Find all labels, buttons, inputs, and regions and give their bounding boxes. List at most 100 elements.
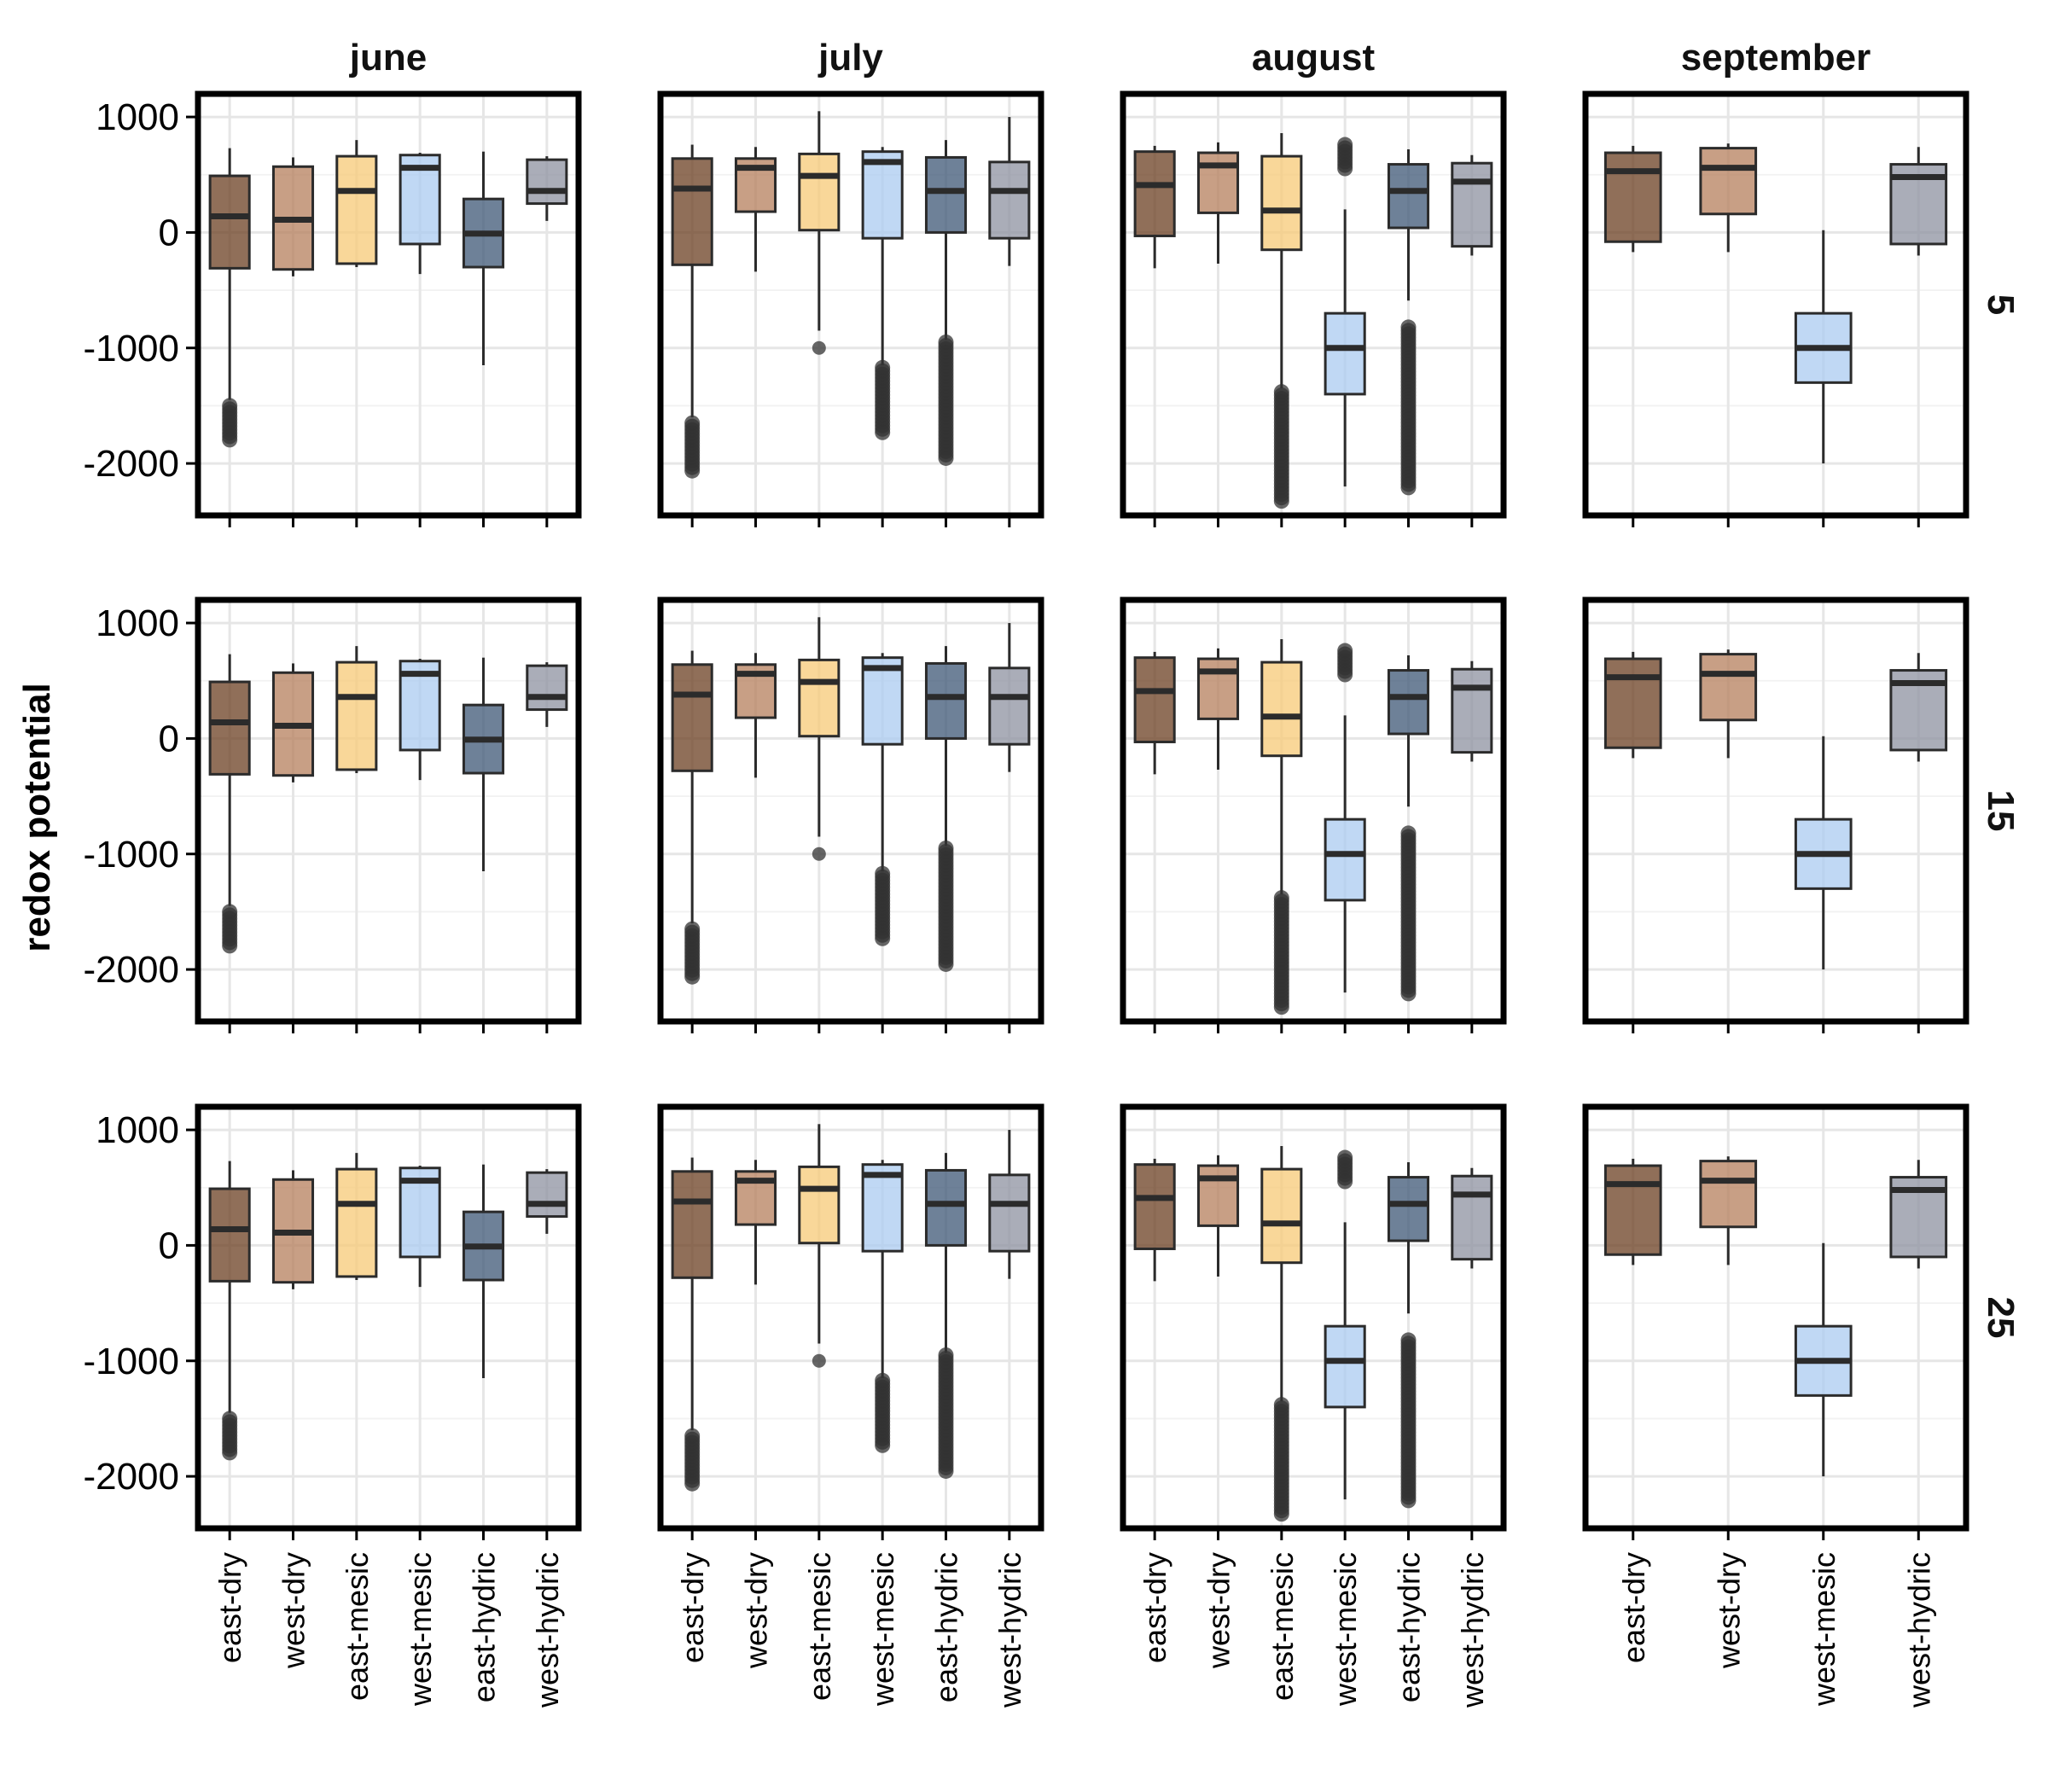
x-tick-label: east-mesic xyxy=(802,1552,837,1701)
box-east-dry xyxy=(1133,656,1176,743)
box-east-mesic xyxy=(798,658,841,738)
box-west-dry xyxy=(1699,653,1758,722)
box-east-dry xyxy=(208,680,251,776)
y-tick-label: -1000 xyxy=(83,328,179,369)
box-east-dry xyxy=(671,1170,713,1279)
x-tick-label: east-dry xyxy=(1137,1552,1172,1663)
box-east-mesic xyxy=(1260,154,1303,252)
x-tick-label: west-mesic xyxy=(1807,1552,1841,1707)
x-tick-label: east-hydric xyxy=(467,1552,502,1702)
box-east-mesic xyxy=(798,1165,841,1245)
outlier-point xyxy=(875,930,891,946)
outlier-point xyxy=(875,424,891,440)
outlier-point xyxy=(938,956,954,972)
x-tick-label: west-mesic xyxy=(1328,1552,1363,1707)
outlier-point xyxy=(222,1445,238,1461)
y-tick-label: 1000 xyxy=(96,96,179,138)
box-east-hydric xyxy=(1387,669,1430,736)
box-east-mesic xyxy=(335,154,378,265)
marks-layer xyxy=(208,111,1948,1522)
box-east-dry xyxy=(1133,1163,1176,1250)
box-west-dry xyxy=(1699,147,1758,216)
facet-column-title: august xyxy=(1252,37,1376,79)
panel-frame xyxy=(1582,596,1969,1025)
outlier-point xyxy=(222,432,238,448)
box-east-hydric xyxy=(924,155,968,234)
outlier-point xyxy=(1273,493,1289,509)
x-tick-label: east-hydric xyxy=(1392,1552,1427,1702)
box-east-dry xyxy=(1133,150,1176,237)
box-east-dry xyxy=(208,174,251,270)
frame-layer xyxy=(186,90,1969,1540)
y-tick-label: 0 xyxy=(159,212,179,253)
panel-frame xyxy=(195,90,582,519)
box-west-mesic xyxy=(1324,1324,1366,1409)
x-tick-label: east-dry xyxy=(1616,1552,1651,1663)
y-tick-label: -2000 xyxy=(83,949,179,991)
outlier-point xyxy=(812,340,826,355)
box-west-dry xyxy=(1196,151,1240,214)
outlier-point xyxy=(938,450,954,466)
facet-column-title: september xyxy=(1681,37,1871,79)
outlier-point xyxy=(812,847,826,861)
x-tick-label: west-mesic xyxy=(865,1552,900,1707)
facet-row-title: 5 xyxy=(1980,294,2022,315)
panel-frame xyxy=(1582,90,1969,519)
box-east-hydric xyxy=(924,661,968,740)
box-east-mesic xyxy=(1260,1167,1303,1265)
box-east-mesic xyxy=(335,660,378,771)
x-tick-label: east-mesic xyxy=(340,1552,375,1701)
x-tick-label: west-dry xyxy=(1201,1552,1236,1669)
box-east-hydric xyxy=(924,1168,968,1247)
box-west-dry xyxy=(1699,1160,1758,1229)
box-east-dry xyxy=(1603,151,1662,243)
outlier-point xyxy=(684,1475,701,1492)
x-tick-label: west-dry xyxy=(276,1552,311,1669)
facet-column-title: june xyxy=(349,37,427,79)
box-west-dry xyxy=(1196,657,1240,720)
y-tick-label: 0 xyxy=(159,1225,179,1266)
box-west-hydric xyxy=(988,666,1031,746)
outlier-point xyxy=(1400,480,1417,496)
box-west-hydric xyxy=(1451,161,1493,248)
outlier-point xyxy=(684,463,701,479)
panel-frame xyxy=(1120,1103,1507,1532)
box-east-mesic xyxy=(1260,660,1303,758)
box-west-mesic xyxy=(1324,817,1366,902)
box-west-mesic xyxy=(861,150,904,240)
outlier-point xyxy=(1273,999,1289,1015)
outlier-point xyxy=(1337,1173,1353,1190)
panel-frame xyxy=(1120,90,1507,519)
outlier-point xyxy=(1337,666,1353,683)
x-tick-label: west-dry xyxy=(739,1552,774,1669)
panel-frame xyxy=(657,596,1044,1025)
y-tick-label: 1000 xyxy=(96,602,179,644)
x-tick-label: west-hydric xyxy=(530,1552,565,1708)
panel-frame xyxy=(657,90,1044,519)
y-tick-label: -1000 xyxy=(83,834,179,876)
box-east-dry xyxy=(208,1187,251,1283)
box-east-mesic xyxy=(798,152,841,232)
panel-frame xyxy=(1582,1103,1969,1532)
outlier-point xyxy=(1273,1506,1289,1522)
box-west-hydric xyxy=(988,1173,1031,1253)
y-tick-label: 0 xyxy=(159,718,179,759)
x-tick-label: east-dry xyxy=(212,1552,247,1663)
y-tick-label: 1000 xyxy=(96,1109,179,1151)
box-west-hydric xyxy=(988,160,1031,240)
box-west-hydric xyxy=(1451,1174,1493,1261)
panel-frame xyxy=(1120,596,1507,1025)
y-axis-title: redox potential xyxy=(16,683,58,951)
box-west-mesic xyxy=(861,1163,904,1253)
box-east-dry xyxy=(671,157,713,266)
box-west-mesic xyxy=(1324,311,1366,396)
box-west-hydric xyxy=(526,158,568,206)
facet-row-title: 25 xyxy=(1980,1297,2022,1339)
outlier-point xyxy=(684,969,701,985)
x-tick-label: west-hydric xyxy=(1455,1552,1490,1708)
box-west-hydric xyxy=(1451,667,1493,754)
facet-column-title: july xyxy=(817,37,883,79)
x-tick-label: west-dry xyxy=(1711,1552,1746,1669)
box-east-dry xyxy=(1603,657,1662,749)
